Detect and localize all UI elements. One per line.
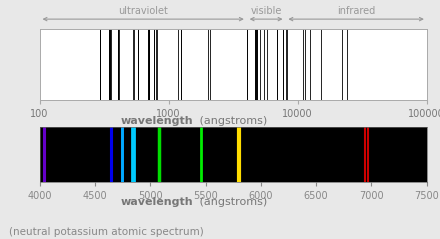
Text: wavelength: wavelength [121,116,194,126]
Text: ultraviolet: ultraviolet [118,6,168,16]
Text: (neutral potassium atomic spectrum): (neutral potassium atomic spectrum) [9,227,204,237]
Text: (angstroms): (angstroms) [196,116,267,126]
Text: visible: visible [250,6,282,16]
Text: (angstroms): (angstroms) [196,197,267,207]
Text: wavelength: wavelength [121,197,194,207]
Text: infrared: infrared [337,6,375,16]
